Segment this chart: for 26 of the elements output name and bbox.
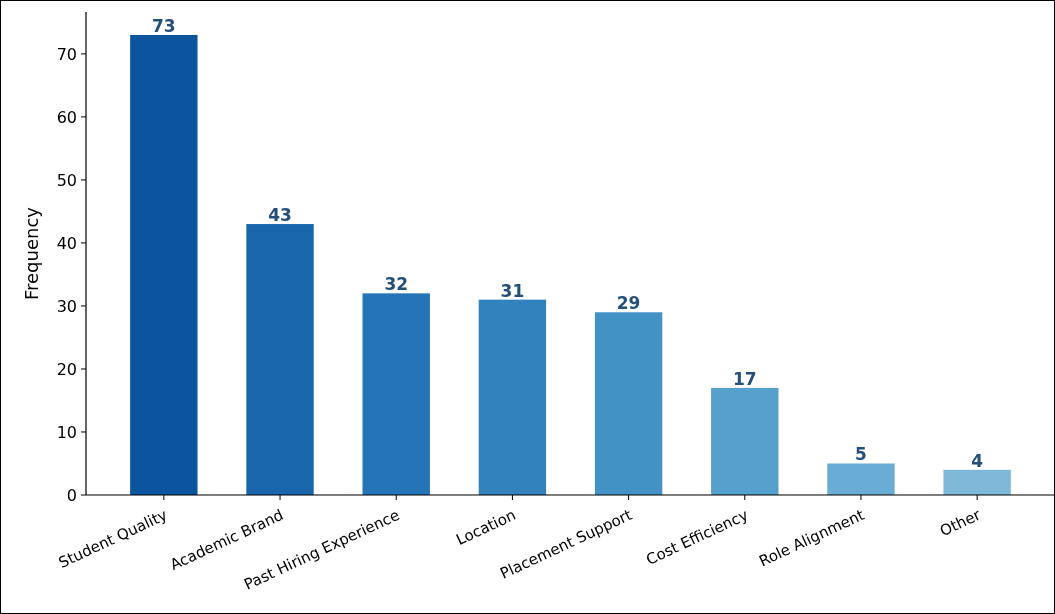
y-tick-label: 30 [56,296,77,316]
bar [478,299,547,495]
data-label: 32 [384,274,409,295]
bar [362,293,430,495]
y-tick-label: 10 [56,422,77,442]
bar [827,463,895,495]
x-tick-label: Other [937,505,985,541]
y-tick-label: 50 [56,170,77,190]
y-tick-label: 0 [66,485,77,505]
data-label: 43 [268,205,292,226]
y-axis-title: Frequency [21,206,42,300]
data-label: 17 [732,368,757,389]
bar [130,35,198,495]
data-label: 5 [855,444,867,465]
data-label: 29 [616,293,641,314]
y-tick-label: 70 [56,44,77,64]
y-tick-label: 40 [56,233,77,253]
data-label: 31 [500,280,525,301]
data-label: 4 [971,450,984,471]
data-label: 73 [152,16,176,36]
y-tick-label: 60 [56,107,77,127]
y-tick-label: 20 [56,359,77,379]
bar [943,469,1011,495]
bar [711,387,779,495]
bar [246,224,314,495]
bar [594,312,663,495]
